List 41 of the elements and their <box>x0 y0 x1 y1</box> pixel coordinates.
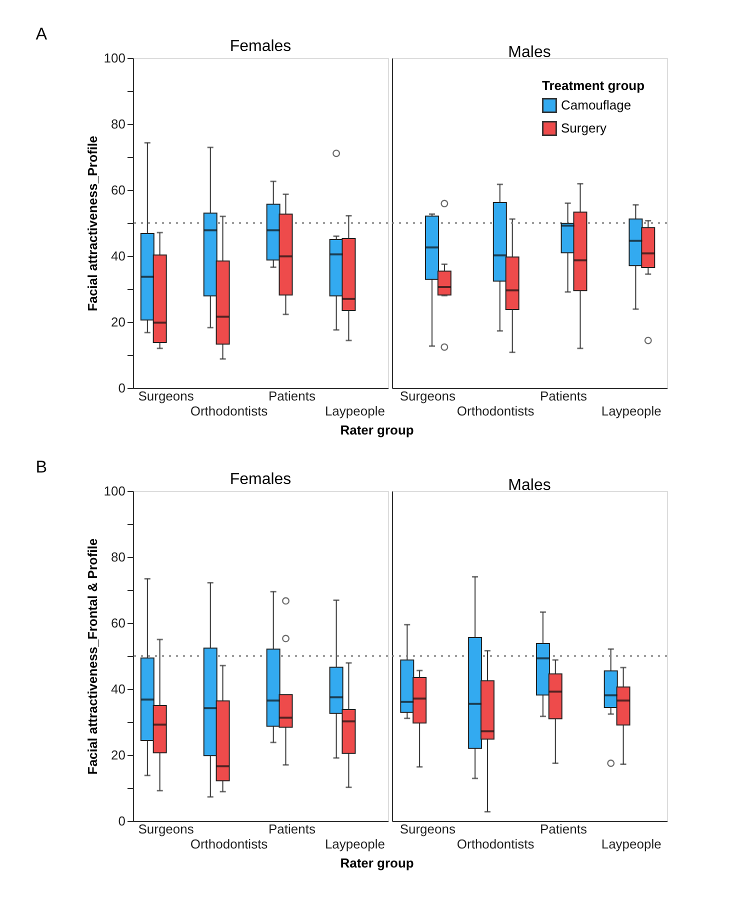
y-axis-title: Facial attractiveness_Frontal & Profile <box>84 538 100 775</box>
x-tick-label: Patients <box>268 822 316 836</box>
y-tick-label: 60 <box>111 182 126 198</box>
x-tick-label: Patients <box>540 822 588 836</box>
x-tick-label: Orthodontists <box>456 404 535 418</box>
x-tick-label: Orthodontists <box>190 836 268 852</box>
x-tick-label: Surgeons <box>138 822 194 836</box>
y-tick-label: 60 <box>111 616 126 630</box>
x-tick-label: Orthodontists <box>190 404 268 418</box>
x-axis-title: Rater group <box>340 856 414 870</box>
y-axis-title: Facial attractiveness_Profile <box>84 136 100 312</box>
x-tick-label: Orthodontists <box>456 836 535 852</box>
text: B <box>36 458 48 476</box>
chart-title: Males <box>508 44 551 61</box>
chart-title: Females <box>230 471 292 488</box>
legend-label: Surgery <box>561 120 608 136</box>
x-tick-label: Laypeople <box>601 836 662 852</box>
chart-title: Females <box>230 38 292 55</box>
y-tick-label: 80 <box>111 116 126 132</box>
y-tick-label: 0 <box>118 380 126 396</box>
legend-label: Camouflage <box>561 98 632 112</box>
x-tick-label: Laypeople <box>324 404 385 418</box>
x-tick-label: Laypeople <box>324 836 385 852</box>
text: A <box>36 24 48 44</box>
x-tick-label: Surgeons <box>400 388 456 404</box>
y-tick-label: 100 <box>104 484 126 498</box>
x-tick-label: Patients <box>540 388 588 404</box>
y-tick-label: 40 <box>111 682 126 696</box>
x-tick-label: Surgeons <box>138 388 194 404</box>
x-tick-label: Patients <box>268 388 316 404</box>
y-tick-label: 80 <box>111 550 126 564</box>
legend-title: Treatment group <box>542 78 645 93</box>
chart-title: Males <box>508 477 551 494</box>
y-tick-label: 20 <box>111 748 126 762</box>
x-tick-label: Laypeople <box>601 404 662 418</box>
x-axis-title: Rater group <box>340 422 414 438</box>
y-tick-label: 20 <box>111 314 126 330</box>
y-tick-label: 0 <box>118 814 126 828</box>
y-tick-label: 100 <box>104 50 126 66</box>
x-tick-label: Surgeons <box>400 822 456 836</box>
y-tick-label: 40 <box>111 248 126 264</box>
